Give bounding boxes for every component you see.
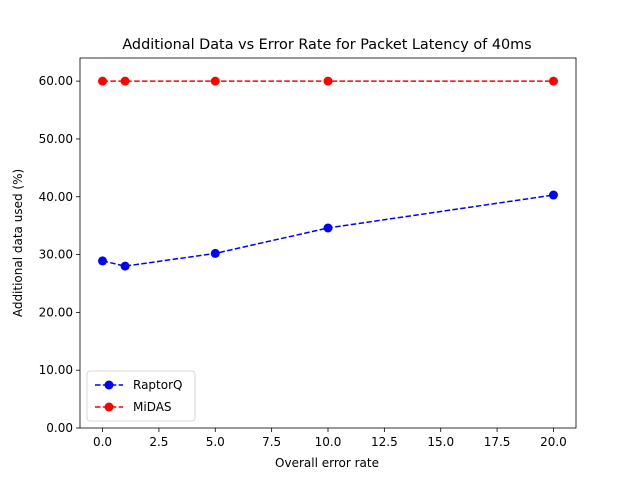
x-axis-label: Overall error rate: [275, 456, 379, 470]
data-point-raptorq: [548, 190, 558, 200]
y-tick-label: 50.00: [39, 132, 73, 146]
data-point-raptorq: [323, 223, 333, 233]
x-tick-label: 15.0: [427, 435, 454, 449]
x-tick-label: 0.0: [93, 435, 112, 449]
data-point-midas: [120, 76, 130, 86]
x-tick-label: 17.5: [484, 435, 511, 449]
x-tick-label: 10.0: [315, 435, 342, 449]
data-point-midas: [548, 76, 558, 86]
y-axis-label: Additional data used (%): [11, 169, 25, 317]
data-point-raptorq: [98, 256, 108, 266]
y-tick-label: 20.00: [39, 305, 73, 319]
data-point-raptorq: [120, 261, 130, 271]
y-tick-label: 10.00: [39, 363, 73, 377]
x-tick-label: 2.5: [149, 435, 168, 449]
data-point-midas: [323, 76, 333, 86]
data-point-raptorq: [210, 248, 220, 258]
legend-label-midas: MiDAS: [133, 400, 172, 414]
legend-box: [86, 370, 196, 422]
y-tick-label: 40.00: [39, 190, 73, 204]
x-tick-label: 12.5: [371, 435, 398, 449]
chart-title: Additional Data vs Error Rate for Packet…: [122, 37, 531, 53]
legend-marker-midas: [104, 402, 114, 412]
data-point-midas: [210, 76, 220, 86]
y-tick-label: 60.00: [39, 74, 73, 88]
y-tick-label: 30.00: [39, 248, 73, 262]
x-tick-label: 5.0: [206, 435, 225, 449]
plot-frame: [79, 57, 577, 429]
data-point-midas: [98, 76, 108, 86]
legend-marker-raptorq: [104, 380, 114, 390]
x-tick-label: 20.0: [540, 435, 567, 449]
legend-label-raptorq: RaptorQ: [133, 378, 182, 392]
x-tick-label: 7.5: [262, 435, 281, 449]
plot-area: 0.0 2.5 5.0 7.5 10.0 12.5 15.0 17.5 20.0 0.00 10.0…: [39, 57, 577, 449]
y-tick-label: 0.00: [46, 421, 73, 435]
